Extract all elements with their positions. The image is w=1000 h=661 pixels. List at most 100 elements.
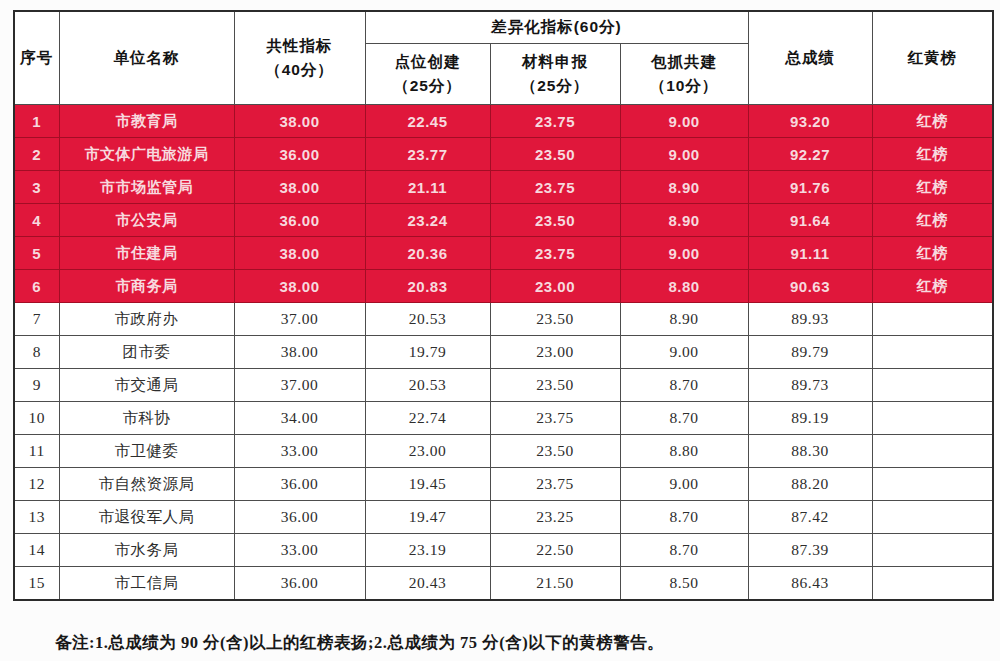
table-row: 6市商务局38.0020.8323.008.8090.63红榜 — [14, 270, 993, 303]
cell-point: 19.47 — [365, 501, 490, 534]
table-row: 2市文体广电旅游局36.0023.7723.509.0092.27红榜 — [14, 138, 993, 171]
cell-point: 20.83 — [365, 270, 490, 303]
cell-build: 8.90 — [620, 204, 748, 237]
cell-seq: 9 — [14, 369, 59, 402]
header-sub-material: 材料申报 （25分） — [490, 44, 620, 105]
header-seq-label: 序号 — [15, 46, 59, 70]
header-total: 总成绩 — [748, 11, 872, 105]
cell-material: 23.50 — [490, 303, 620, 336]
cell-flag — [872, 369, 993, 402]
header-sub-point: 点位创建 （25分） — [365, 44, 490, 105]
cell-total: 87.42 — [748, 501, 872, 534]
cell-unit: 市自然资源局 — [59, 468, 234, 501]
header-diff-group: 差异化指标(60分) — [365, 11, 748, 44]
cell-material: 21.50 — [490, 567, 620, 601]
cell-unit: 市政府办 — [59, 303, 234, 336]
cell-material: 23.75 — [490, 171, 620, 204]
cell-seq: 12 — [14, 468, 59, 501]
cell-common: 38.00 — [234, 171, 365, 204]
cell-total: 89.73 — [748, 369, 872, 402]
cell-build: 9.00 — [620, 138, 748, 171]
cell-common: 33.00 — [234, 435, 365, 468]
cell-flag: 红榜 — [872, 270, 993, 303]
cell-build: 8.80 — [620, 435, 748, 468]
table-row: 4市公安局36.0023.2423.508.9091.64红榜 — [14, 204, 993, 237]
table-row: 13市退役军人局36.0019.4723.258.7087.42 — [14, 501, 993, 534]
cell-total: 88.30 — [748, 435, 872, 468]
cell-total: 89.19 — [748, 402, 872, 435]
header-unit: 单位名称 — [59, 11, 234, 105]
cell-unit: 市文体广电旅游局 — [59, 138, 234, 171]
cell-build: 8.90 — [620, 171, 748, 204]
table-row: 12市自然资源局36.0019.4523.759.0088.20 — [14, 468, 993, 501]
cell-common: 37.00 — [234, 369, 365, 402]
cell-build: 8.70 — [620, 534, 748, 567]
header-total-label: 总成绩 — [749, 46, 872, 70]
cell-unit: 市卫健委 — [59, 435, 234, 468]
cell-flag — [872, 468, 993, 501]
cell-unit: 团市委 — [59, 336, 234, 369]
cell-seq: 6 — [14, 270, 59, 303]
cell-total: 90.63 — [748, 270, 872, 303]
cell-total: 91.76 — [748, 171, 872, 204]
cell-material: 23.75 — [490, 468, 620, 501]
table-row: 14市水务局33.0023.1922.508.7087.39 — [14, 534, 993, 567]
table-row: 9市交通局37.0020.5323.508.7089.73 — [14, 369, 993, 402]
cell-material: 22.50 — [490, 534, 620, 567]
header-sub-material-line1: 材料申报 — [491, 50, 620, 74]
header-common-line1: 共性指标 — [235, 34, 365, 58]
cell-flag — [872, 534, 993, 567]
cell-point: 20.53 — [365, 303, 490, 336]
score-table: 序号 单位名称 共性指标 （40分） 差异化指标(60分) 总成绩 红黄榜 — [13, 10, 994, 601]
cell-unit: 市工信局 — [59, 567, 234, 601]
cell-total: 87.39 — [748, 534, 872, 567]
table-row: 10市科协34.0022.7423.758.7089.19 — [14, 402, 993, 435]
cell-point: 22.45 — [365, 105, 490, 138]
cell-common: 37.00 — [234, 303, 365, 336]
cell-flag — [872, 402, 993, 435]
cell-point: 20.43 — [365, 567, 490, 601]
cell-unit: 市商务局 — [59, 270, 234, 303]
cell-common: 36.00 — [234, 501, 365, 534]
table-row: 15市工信局36.0020.4321.508.5086.43 — [14, 567, 993, 601]
cell-seq: 1 — [14, 105, 59, 138]
header-sub-material-line2: （25分） — [491, 74, 620, 98]
cell-point: 22.74 — [365, 402, 490, 435]
cell-common: 36.00 — [234, 204, 365, 237]
cell-material: 23.50 — [490, 204, 620, 237]
cell-build: 9.00 — [620, 468, 748, 501]
cell-seq: 14 — [14, 534, 59, 567]
table-row: 5市住建局38.0020.3623.759.0091.11红榜 — [14, 237, 993, 270]
cell-seq: 15 — [14, 567, 59, 601]
cell-flag — [872, 501, 993, 534]
cell-build: 8.70 — [620, 402, 748, 435]
table-row: 8团市委38.0019.7923.009.0089.79 — [14, 336, 993, 369]
cell-flag — [872, 336, 993, 369]
cell-unit: 市公安局 — [59, 204, 234, 237]
cell-total: 89.79 — [748, 336, 872, 369]
cell-build: 8.70 — [620, 369, 748, 402]
cell-total: 93.20 — [748, 105, 872, 138]
cell-point: 23.19 — [365, 534, 490, 567]
cell-build: 8.90 — [620, 303, 748, 336]
cell-seq: 3 — [14, 171, 59, 204]
cell-point: 21.11 — [365, 171, 490, 204]
header-common: 共性指标 （40分） — [234, 11, 365, 105]
cell-unit: 市住建局 — [59, 237, 234, 270]
footnote: 备注:1.总成绩为 90 分(含)以上的红榜表扬;2.总成绩为 75 分(含)以… — [55, 632, 664, 654]
cell-seq: 10 — [14, 402, 59, 435]
cell-material: 23.50 — [490, 138, 620, 171]
cell-flag — [872, 435, 993, 468]
cell-flag: 红榜 — [872, 171, 993, 204]
cell-common: 38.00 — [234, 237, 365, 270]
cell-seq: 4 — [14, 204, 59, 237]
cell-build: 9.00 — [620, 237, 748, 270]
header-sub-build: 包抓共建 （10分） — [620, 44, 748, 105]
header-diff-group-label: 差异化指标(60分) — [366, 15, 748, 39]
cell-material: 23.50 — [490, 369, 620, 402]
cell-common: 36.00 — [234, 567, 365, 601]
cell-total: 88.20 — [748, 468, 872, 501]
header-flag-label: 红黄榜 — [873, 46, 993, 70]
cell-total: 91.64 — [748, 204, 872, 237]
table-row: 3市市场监管局38.0021.1123.758.9091.76红榜 — [14, 171, 993, 204]
